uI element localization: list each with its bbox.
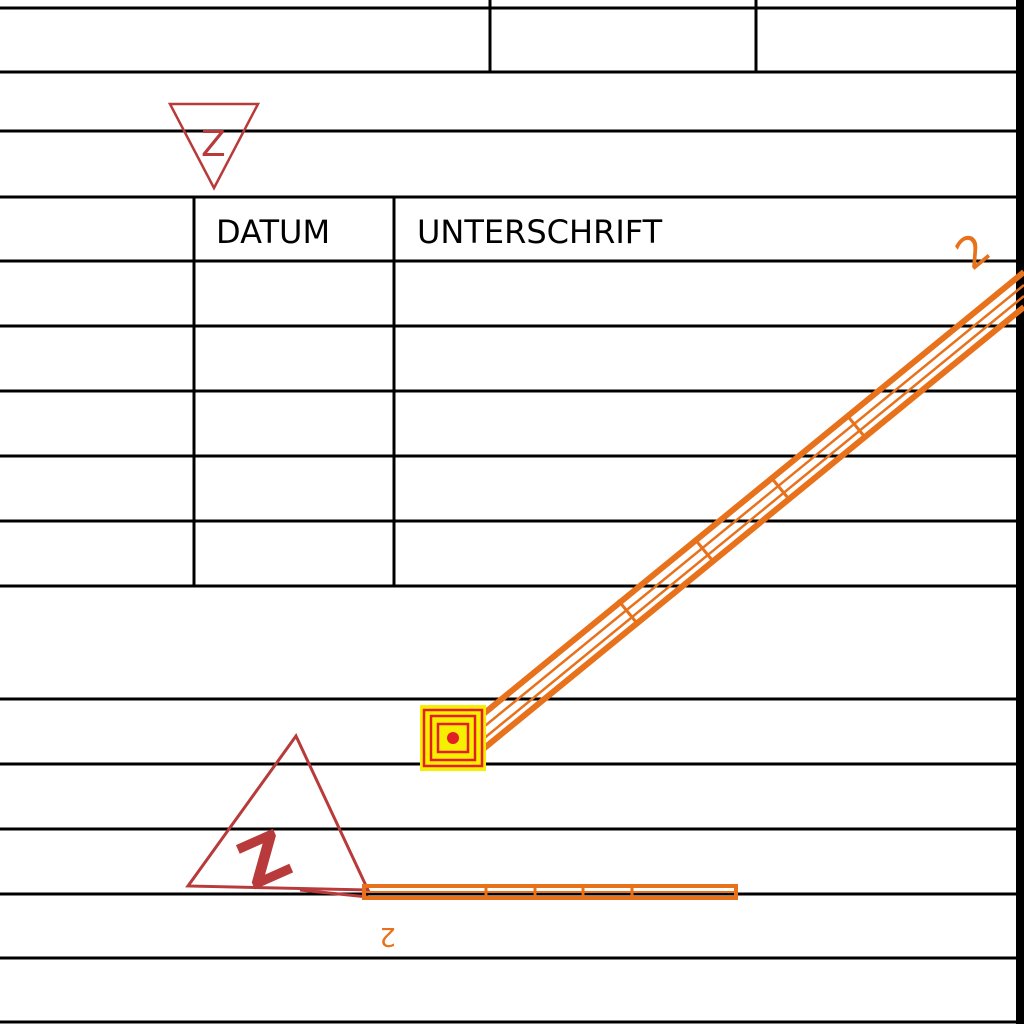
diagonal-tick [616,599,638,623]
diagonal-tick [844,413,866,437]
triangle-outline-large [185,733,371,892]
triangle-top-label: Z [201,124,226,165]
horizontal-line [362,884,738,900]
diagonal-line-inner-a [479,284,1024,731]
diagonal-line-outer-a [474,269,1024,723]
diagonal-tick [692,537,714,561]
diagonal-line-label: 2 [946,223,1000,280]
node-middle [429,714,477,762]
node-dot [447,732,459,744]
header-unterschrift: UNTERSCHRIFT [417,213,663,251]
header-datum: DATUM [216,213,330,251]
triangle-base-link [299,888,369,899]
page-border-right [1016,0,1024,1024]
node-inner [436,722,470,754]
triangle-outline [167,102,261,191]
diagonal-line-inner-b [481,295,1024,741]
diagonal-line [474,269,1024,753]
diagonal-line-outer-b [480,304,1024,753]
triangle-marker-top: Z [167,102,261,191]
triangle-marker-bottom: Z [185,733,371,905]
diagonal-tick [768,475,790,499]
target-square-icon[interactable] [420,705,486,771]
horizontal-line-label: 2 [379,921,396,951]
node-outer [422,708,484,768]
